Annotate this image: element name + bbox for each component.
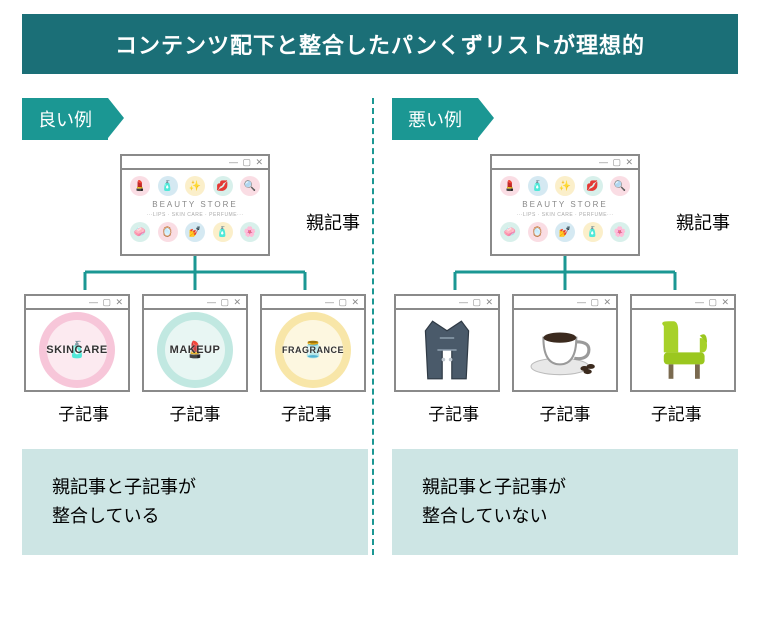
chair-icon <box>647 314 719 386</box>
column-divider <box>372 98 374 555</box>
good-connector <box>30 256 360 294</box>
bad-child-2: — ▢ ✕ <box>512 294 618 392</box>
browser-bar: — ▢ ✕ <box>26 296 128 310</box>
store-subtitle: ···LIPS · SKIN CARE · PERFUME··· <box>500 212 630 218</box>
good-caption: 親記事と子記事が 整合している <box>22 449 368 555</box>
browser-bar: — ▢ ✕ <box>492 156 638 170</box>
good-child-3: — ▢ ✕ 🫙 FRAGRANCE <box>260 294 366 392</box>
bad-children: — ▢ ✕ — ▢ ✕ <box>392 294 738 392</box>
browser-bar: — ▢ ✕ <box>144 296 246 310</box>
browser-bar: — ▢ ✕ <box>122 156 268 170</box>
bad-child-1: — ▢ ✕ <box>394 294 500 392</box>
bad-parent-label: 親記事 <box>676 209 730 235</box>
caption-line: 整合している <box>52 502 338 531</box>
child-label: 子記事 <box>509 400 620 425</box>
bad-column: 悪い例 親記事 — ▢ ✕ 💄 🧴 ✨ 💋 🔍 BEAUTY STORE ···… <box>378 98 738 555</box>
badge-text: SKINCARE <box>46 344 107 356</box>
browser-bar: — ▢ ✕ <box>262 296 364 310</box>
badge-text: FRAGRANCE <box>282 345 344 355</box>
good-column: 良い例 親記事 — ▢ ✕ 💄 🧴 ✨ 💋 🔍 BEAUTY STORE ···… <box>22 98 368 555</box>
badge-text: MAKEUP <box>170 344 221 356</box>
child-label: 子記事 <box>139 400 250 425</box>
parent-content: 💄 🧴 ✨ 💋 🔍 BEAUTY STORE ···LIPS · SKIN CA… <box>122 170 268 254</box>
good-child-1: — ▢ ✕ 🧴 SKINCARE <box>24 294 130 392</box>
good-child-2: — ▢ ✕ 💄 MAKEUP <box>142 294 248 392</box>
bad-caption: 親記事と子記事が 整合していない <box>392 449 738 555</box>
good-parent-wrap: 親記事 — ▢ ✕ 💄 🧴 ✨ 💋 🔍 BEAUTY STORE ···LIPS… <box>22 154 368 425</box>
caption-line: 親記事と子記事が <box>52 473 338 502</box>
bad-child-3: — ▢ ✕ <box>630 294 736 392</box>
page-title: コンテンツ配下と整合したパンくずリストが理想的 <box>22 14 738 74</box>
bad-parent-browser: — ▢ ✕ 💄 🧴 ✨ 💋 🔍 BEAUTY STORE ···LIPS · S… <box>490 154 640 256</box>
store-subtitle: ···LIPS · SKIN CARE · PERFUME··· <box>130 212 260 218</box>
child-label: 子記事 <box>28 400 139 425</box>
bad-parent-wrap: 親記事 — ▢ ✕ 💄 🧴 ✨ 💋 🔍 BEAUTY STORE ···LIPS… <box>392 154 738 425</box>
browser-bar: — ▢ ✕ <box>396 296 498 310</box>
vest-icon <box>411 314 483 386</box>
store-title: BEAUTY STORE <box>500 200 630 209</box>
child-label: 子記事 <box>398 400 509 425</box>
good-parent-label: 親記事 <box>306 209 360 235</box>
child-label: 子記事 <box>621 400 732 425</box>
caption-line: 親記事と子記事が <box>422 473 708 502</box>
caption-line: 整合していない <box>422 502 708 531</box>
columns: 良い例 親記事 — ▢ ✕ 💄 🧴 ✨ 💋 🔍 BEAUTY STORE ···… <box>22 98 738 555</box>
good-children: — ▢ ✕ 🧴 SKINCARE — ▢ ✕ 💄 <box>22 294 368 392</box>
browser-bar: — ▢ ✕ <box>514 296 616 310</box>
coffee-icon <box>529 314 601 386</box>
good-tag: 良い例 <box>22 98 108 140</box>
store-title: BEAUTY STORE <box>130 200 260 209</box>
bad-connector <box>400 256 730 294</box>
bad-tag: 悪い例 <box>392 98 478 140</box>
child-label: 子記事 <box>251 400 362 425</box>
browser-bar: — ▢ ✕ <box>632 296 734 310</box>
good-parent-browser: — ▢ ✕ 💄 🧴 ✨ 💋 🔍 BEAUTY STORE ···LIPS · S… <box>120 154 270 256</box>
